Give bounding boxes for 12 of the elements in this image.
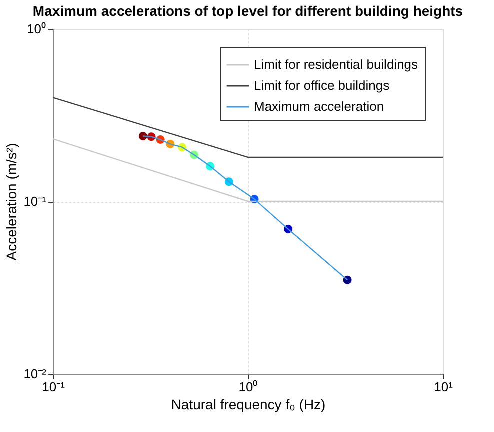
y-tick-label: 10⁻² <box>24 366 48 382</box>
y-axis-title: Acceleration (m/s²) <box>4 143 20 261</box>
x-tick-label: 10¹ <box>434 380 454 394</box>
x-tick-label: 10⁰ <box>238 380 258 394</box>
y-tick-label: 10⁰ <box>27 22 46 36</box>
chart-title: Maximum accelerations of top level for different building heights <box>32 3 464 19</box>
legend-label: Limit for office buildings <box>254 78 390 93</box>
legend-label: Maximum acceleration <box>254 99 384 114</box>
y-tick-label: 10⁻¹ <box>24 194 48 209</box>
x-axis-title: Natural frequency f₀ (Hz) <box>171 396 326 412</box>
x-tick-label: 10⁻¹ <box>42 380 66 394</box>
legend-label: Limit for residential buildings <box>254 57 419 72</box>
